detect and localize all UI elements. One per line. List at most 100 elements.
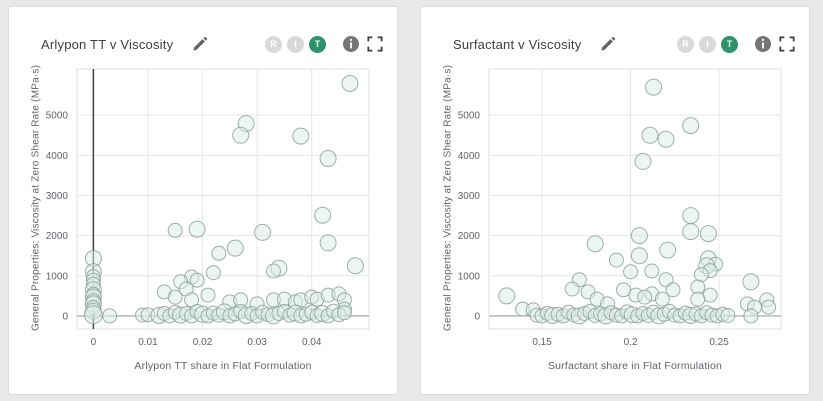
chart-canvas: 0 1000 2000 3000 4000 5000 0.15 0.2 0.25	[458, 68, 782, 348]
chart-title: Surfactant v Viscosity	[453, 36, 582, 52]
data-point[interactable]	[254, 223, 272, 241]
data-point[interactable]	[623, 264, 639, 280]
svg-text:3000: 3000	[458, 191, 481, 202]
pencil-icon	[193, 36, 208, 51]
data-point[interactable]	[232, 126, 250, 144]
data-point[interactable]	[586, 235, 604, 253]
fullscreen-icon[interactable]	[367, 36, 383, 52]
data-point[interactable]	[693, 267, 709, 283]
util-icon-group	[754, 35, 795, 53]
x-axis-label: Surfactant share in Flat Formulation	[547, 360, 723, 372]
x-axis-label: Arlypon TT share in Flat Formulation	[134, 360, 312, 372]
data-point[interactable]	[702, 287, 718, 303]
data-point[interactable]	[657, 130, 675, 148]
data-point[interactable]	[659, 241, 677, 259]
data-point[interactable]	[167, 289, 183, 305]
data-point[interactable]	[616, 282, 631, 298]
data-point[interactable]	[743, 308, 759, 324]
data-point[interactable]	[226, 239, 244, 257]
badge-i[interactable]: I	[287, 35, 304, 53]
svg-text:2000: 2000	[458, 231, 481, 242]
tick-labels: 0 1000 2000 3000 4000 5000 0 0.01 0.02 0.03 0.04	[46, 111, 322, 348]
svg-text:1000: 1000	[46, 271, 69, 282]
data-point[interactable]	[167, 222, 183, 238]
badge-t[interactable]: T	[309, 35, 326, 53]
fullscreen-icon[interactable]	[779, 36, 795, 52]
data-point[interactable]	[102, 308, 118, 324]
badge-i[interactable]: I	[699, 35, 716, 53]
svg-text:0.15: 0.15	[532, 337, 552, 348]
data-points	[498, 78, 777, 325]
data-point[interactable]	[205, 265, 221, 281]
data-point[interactable]	[292, 127, 310, 145]
data-point[interactable]	[266, 263, 281, 279]
chart-canvas: 0 1000 2000 3000 4000 5000 0 0.01 0.02 0.03 0.04	[46, 68, 370, 348]
pencil-icon	[601, 36, 616, 51]
data-point[interactable]	[336, 305, 352, 321]
data-points	[83, 75, 364, 325]
data-point[interactable]	[682, 223, 700, 241]
data-point[interactable]	[682, 117, 700, 135]
data-point[interactable]	[682, 207, 700, 225]
mode-badge-group: R I T	[265, 35, 326, 53]
svg-text:0.03: 0.03	[247, 337, 267, 348]
data-point[interactable]	[690, 291, 706, 307]
data-point[interactable]	[608, 252, 624, 268]
data-point[interactable]	[319, 234, 337, 252]
data-point[interactable]	[189, 272, 205, 288]
badge-r[interactable]: R	[265, 35, 282, 53]
chart-title: Arlypon TT v Viscosity	[41, 36, 174, 52]
data-point[interactable]	[200, 287, 216, 303]
data-point[interactable]	[761, 299, 777, 315]
data-point[interactable]	[498, 287, 516, 305]
data-point[interactable]	[645, 78, 663, 96]
data-point[interactable]	[564, 281, 580, 297]
data-point[interactable]	[720, 308, 736, 323]
svg-text:0.25: 0.25	[709, 337, 729, 348]
scatter-plot-arlypon[interactable]: 0 1000 2000 3000 4000 5000 0 0.01 0.02 0.03 0.04	[9, 62, 399, 354]
util-icon-group	[342, 35, 383, 53]
svg-text:4000: 4000	[46, 151, 69, 162]
svg-text:0: 0	[62, 311, 68, 322]
data-point[interactable]	[634, 152, 652, 170]
data-point[interactable]	[346, 257, 364, 275]
svg-text:0.02: 0.02	[193, 337, 213, 348]
svg-text:5000: 5000	[458, 111, 481, 122]
data-point[interactable]	[641, 126, 659, 144]
mode-badge-group: R I T	[677, 35, 738, 53]
data-point[interactable]	[665, 282, 681, 298]
pencil-icon[interactable]	[599, 36, 616, 53]
svg-text:0.04: 0.04	[302, 337, 322, 348]
svg-text:5000: 5000	[46, 111, 69, 122]
data-point[interactable]	[630, 247, 648, 265]
data-point[interactable]	[83, 305, 103, 325]
tick-labels: 0 1000 2000 3000 4000 5000 0.15 0.2 0.25	[458, 111, 729, 348]
data-point[interactable]	[742, 273, 760, 291]
info-icon[interactable]	[754, 35, 772, 53]
scatter-plot-surfactant[interactable]: 0 1000 2000 3000 4000 5000 0.15 0.2 0.25	[421, 62, 811, 354]
info-icon[interactable]	[342, 35, 360, 53]
data-point[interactable]	[630, 227, 648, 245]
pencil-icon[interactable]	[191, 36, 208, 53]
chart-card-arlypon: Arlypon TT v Viscosity R I T	[8, 6, 398, 395]
svg-text:0: 0	[474, 311, 480, 322]
badge-r[interactable]: R	[677, 35, 694, 53]
data-point[interactable]	[699, 225, 717, 243]
svg-text:0.2: 0.2	[624, 337, 638, 348]
svg-text:3000: 3000	[46, 191, 69, 202]
chart-card-surfactant: Surfactant v Viscosity R I T	[420, 6, 810, 395]
data-point[interactable]	[314, 206, 332, 224]
data-point[interactable]	[188, 220, 206, 238]
data-point[interactable]	[654, 291, 670, 307]
data-point[interactable]	[211, 245, 227, 261]
badge-t[interactable]: T	[721, 35, 738, 53]
data-point[interactable]	[319, 150, 337, 167]
data-point[interactable]	[341, 75, 359, 92]
svg-text:0: 0	[91, 337, 97, 348]
svg-text:0.01: 0.01	[138, 337, 158, 348]
card-header: Arlypon TT v Viscosity R I T	[41, 31, 383, 57]
data-point[interactable]	[637, 289, 653, 305]
svg-text:4000: 4000	[458, 151, 481, 162]
data-point[interactable]	[644, 263, 660, 279]
